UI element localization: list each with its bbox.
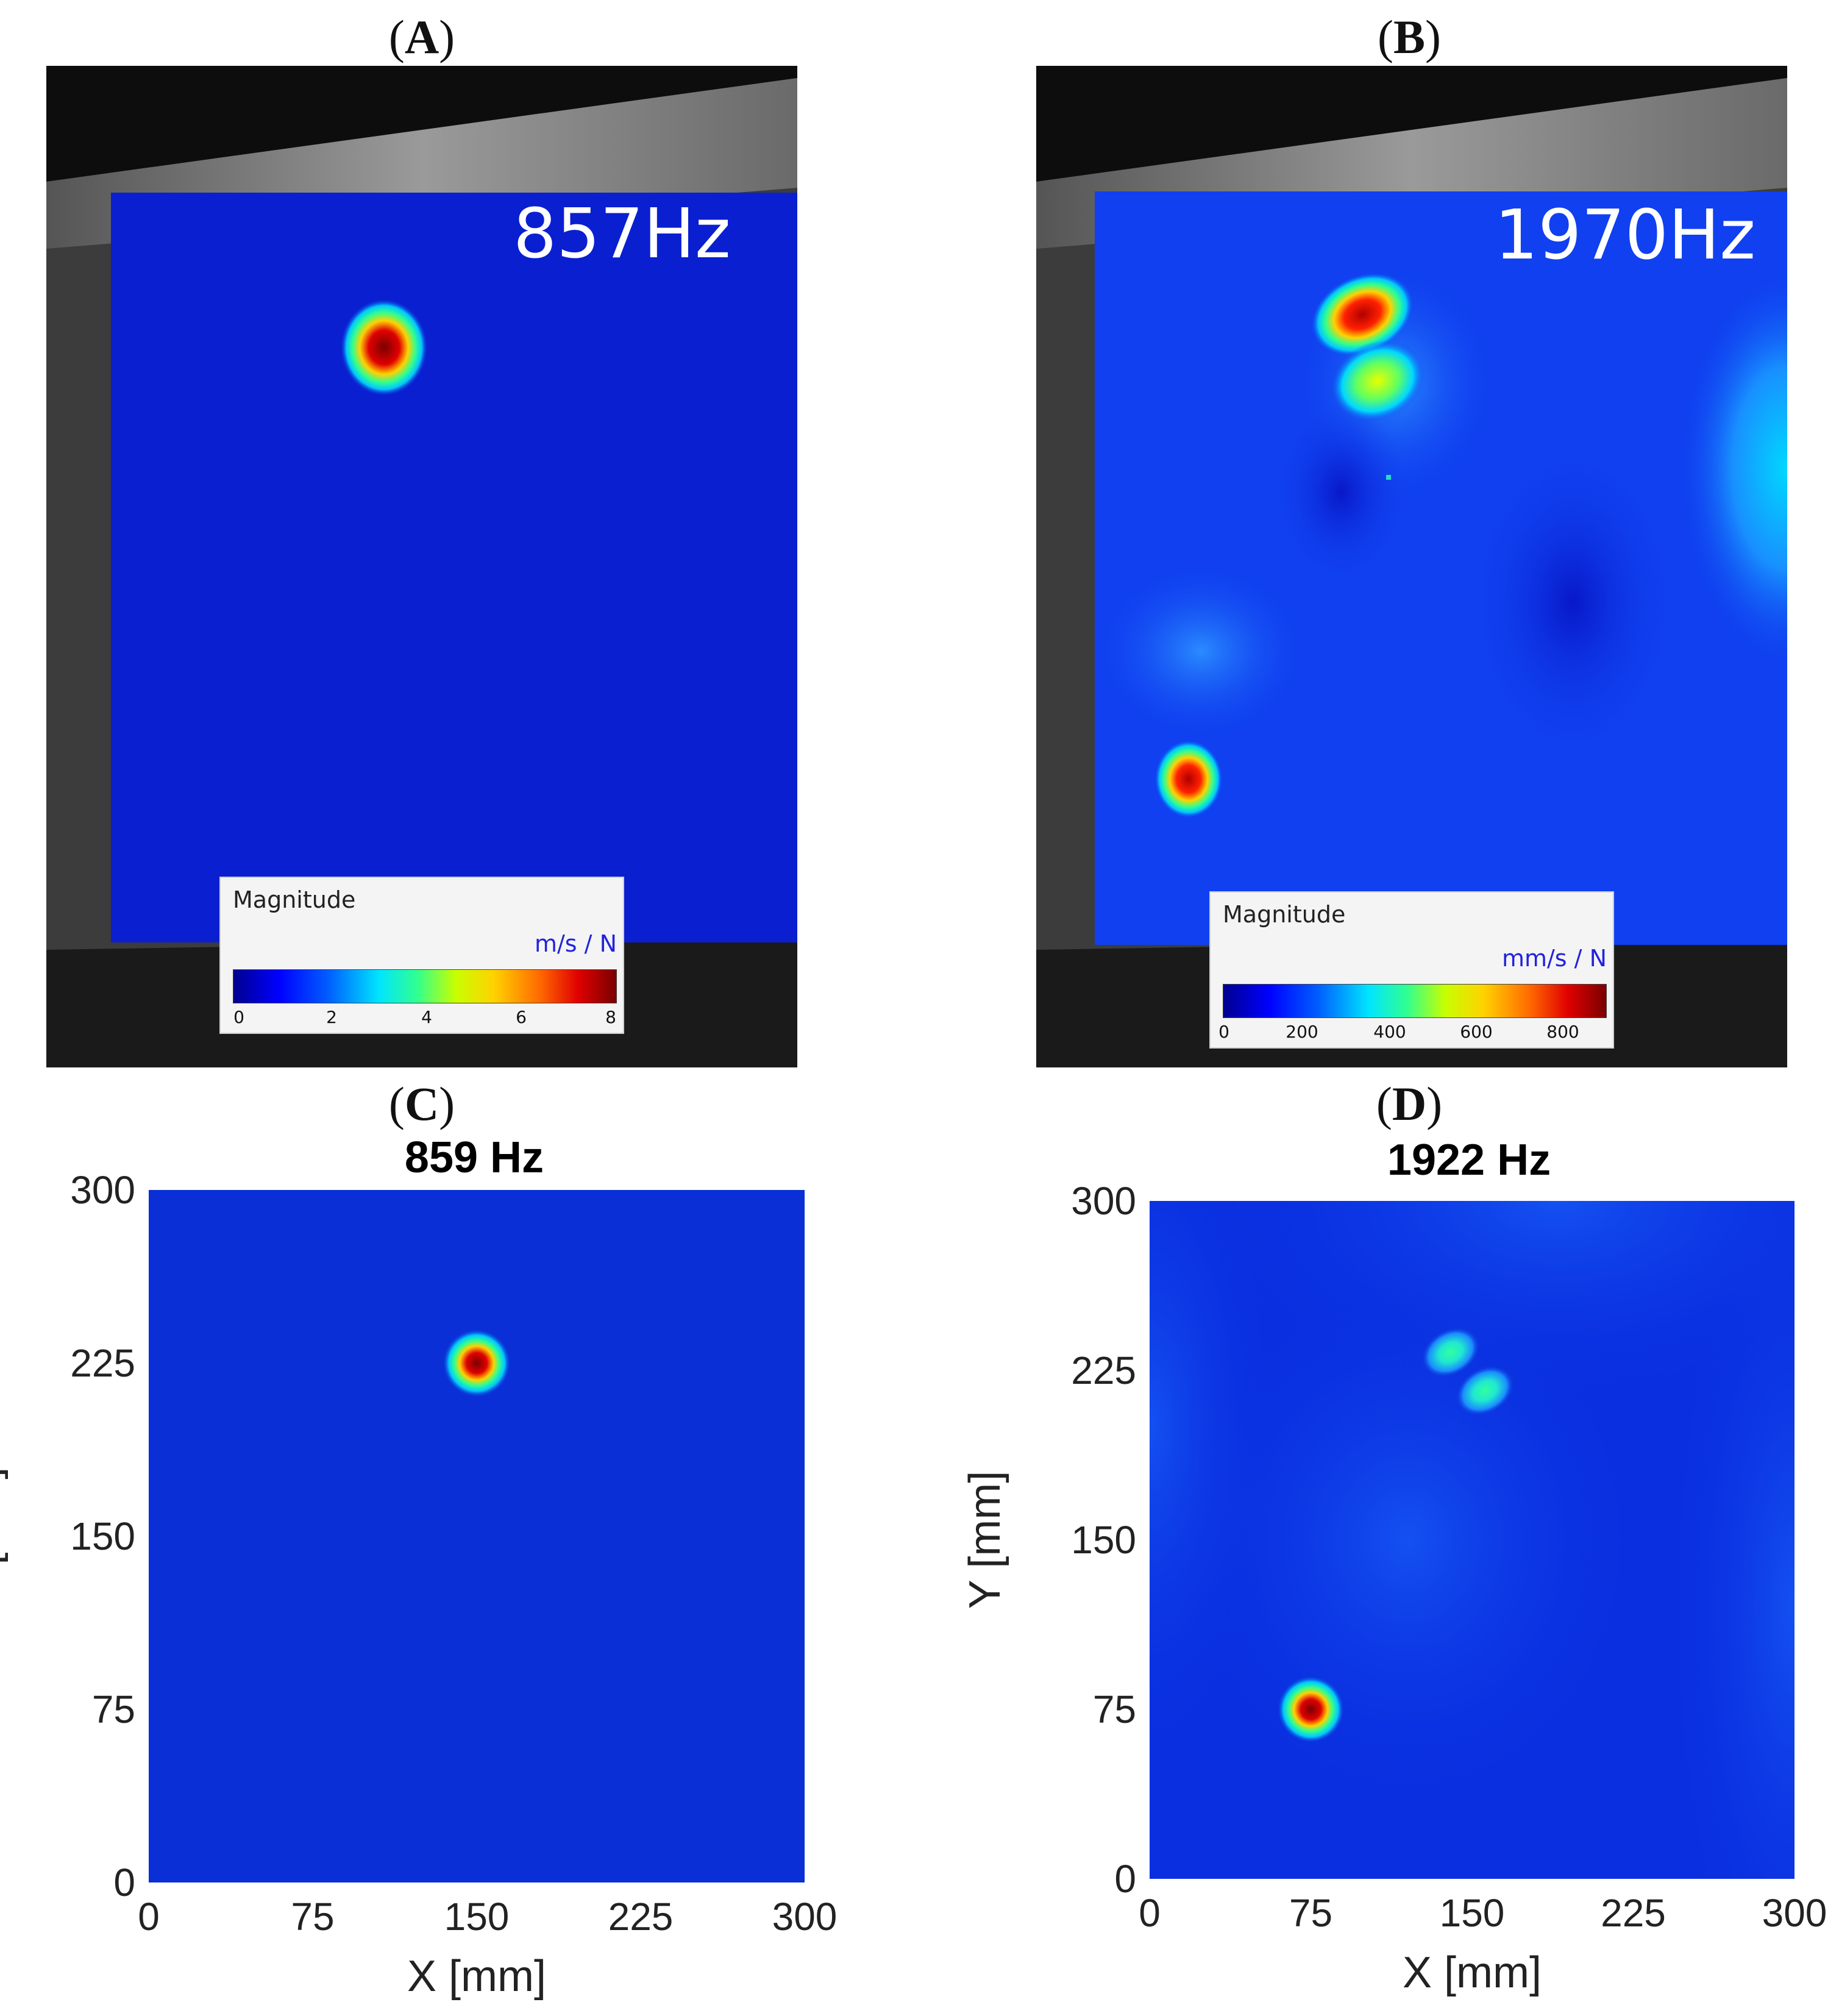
legend-title: Magnitude	[1223, 901, 1346, 928]
panel-a-photo-svg	[46, 66, 797, 1067]
panel-b-mode-trough	[1274, 401, 1408, 584]
legend-colorbar	[1223, 984, 1607, 1018]
y-axis-label: Y [mm]	[0, 1467, 9, 1606]
legend-title: Magnitude	[233, 886, 356, 913]
legend-tick: 200	[1286, 1022, 1318, 1042]
legend-tick: 6	[516, 1007, 527, 1027]
panel-a-hotspot	[340, 299, 428, 396]
y-tick-label: 75	[1092, 1687, 1136, 1731]
y-tick-label: 300	[1071, 1179, 1136, 1223]
y-tick-label: 150	[70, 1514, 135, 1558]
heatmap-hotspot	[1456, 1365, 1515, 1416]
panel-a-field	[111, 193, 797, 942]
heatmap-svg	[149, 1190, 805, 1882]
legend-tick: 0	[1218, 1022, 1229, 1042]
panel-b-frequency: 1970Hz	[1495, 196, 1756, 275]
x-tick-label: 0	[138, 1895, 160, 1939]
y-tick-label: 225	[1071, 1348, 1136, 1392]
panel-a-frequency: 857Hz	[513, 194, 731, 274]
panel-b-mode-lobe	[1677, 267, 1787, 669]
legend-tick: 600	[1460, 1022, 1493, 1042]
x-tick-label: 300	[1762, 1891, 1827, 1935]
y-tick-label: 300	[70, 1168, 135, 1212]
heatmap-field	[149, 1190, 805, 1882]
legend-tick: 2	[326, 1007, 337, 1027]
panel-d-title: 1922 Hz	[1387, 1136, 1551, 1184]
y-tick-label: 75	[91, 1687, 135, 1731]
heatmap-hotspot	[1277, 1675, 1345, 1744]
x-tick-label: 225	[608, 1895, 674, 1939]
panel-b-hotspot	[1330, 340, 1425, 422]
legend-tick: 400	[1373, 1022, 1406, 1042]
legend-unit: mm/s / N	[1501, 945, 1607, 972]
x-tick-label: 75	[291, 1895, 335, 1939]
heatmap-svg	[1150, 1201, 1795, 1879]
panel-c-title: 859 Hz	[404, 1133, 544, 1182]
legend-tick: 0	[233, 1007, 244, 1027]
mode-lobe	[1171, 1269, 1645, 1811]
x-tick-label: 75	[1289, 1891, 1333, 1935]
y-tick-label: 150	[1071, 1518, 1136, 1562]
legend-colorbar	[233, 969, 617, 1003]
x-tick-label: 0	[1139, 1891, 1161, 1935]
panel-b-mode-trough	[1469, 444, 1676, 761]
mode-lobe	[1665, 1201, 1795, 1879]
panel-c-label: (C)	[388, 1077, 455, 1130]
panel-a-label: (A)	[388, 10, 455, 63]
x-tick-label: 225	[1601, 1891, 1666, 1935]
y-tick-label: 0	[113, 1861, 135, 1904]
x-axis-label: X [mm]	[407, 1952, 546, 2001]
y-axis-label: Y [mm]	[961, 1470, 1009, 1609]
x-tick-label: 150	[1439, 1891, 1505, 1935]
heatmap-hotspot	[1421, 1327, 1480, 1378]
legend-unit: m/s / N	[534, 930, 617, 957]
x-tick-label: 150	[444, 1895, 510, 1939]
panel-b-legend: Magnitude mm/s / N 0 200 400 600 800	[1209, 891, 1614, 1049]
panel-a-legend: Magnitude m/s / N 0 2 4 6 8	[219, 877, 624, 1034]
panel-b-hotspot	[1154, 740, 1223, 818]
panel-b-marker	[1386, 475, 1391, 480]
panel-b-mode-lobe	[1091, 560, 1311, 743]
panel-b-hotspot	[1311, 272, 1414, 357]
panel-d-label: (D)	[1376, 1077, 1443, 1130]
legend-tick: 4	[421, 1007, 432, 1027]
heatmap-hotspot	[443, 1329, 511, 1397]
y-tick-label: 0	[1114, 1857, 1136, 1901]
legend-tick: 8	[605, 1007, 616, 1027]
panel-a-image	[46, 66, 797, 1067]
y-tick-label: 225	[70, 1341, 135, 1385]
x-tick-label: 300	[772, 1895, 838, 1939]
x-axis-label: X [mm]	[1403, 1948, 1542, 1997]
legend-tick: 800	[1546, 1022, 1579, 1042]
panel-b-label: (B)	[1378, 10, 1441, 63]
